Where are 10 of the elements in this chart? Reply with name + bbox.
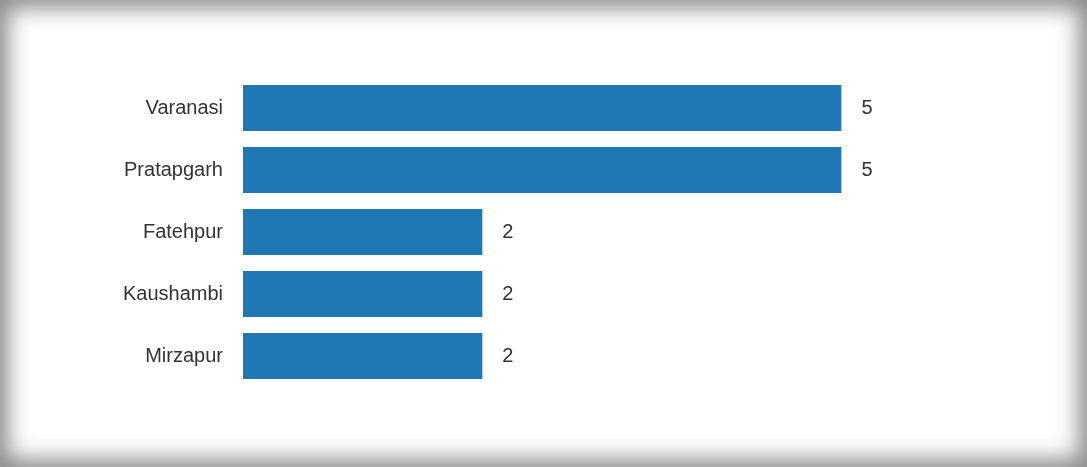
y-tick-label: Pratapgarh xyxy=(124,157,223,180)
y-tick-label: Kaushambi xyxy=(122,281,223,304)
y-tick-label: Mirzapur xyxy=(145,343,224,366)
data-label: 5 xyxy=(861,157,873,180)
data-label: 2 xyxy=(502,281,514,304)
data-label: 2 xyxy=(502,343,514,366)
data-label: 5 xyxy=(861,95,873,118)
data-label: 2 xyxy=(502,219,514,242)
y-tick-label: Varanasi xyxy=(145,95,223,118)
y-tick-label: Fatehpur xyxy=(142,219,224,242)
